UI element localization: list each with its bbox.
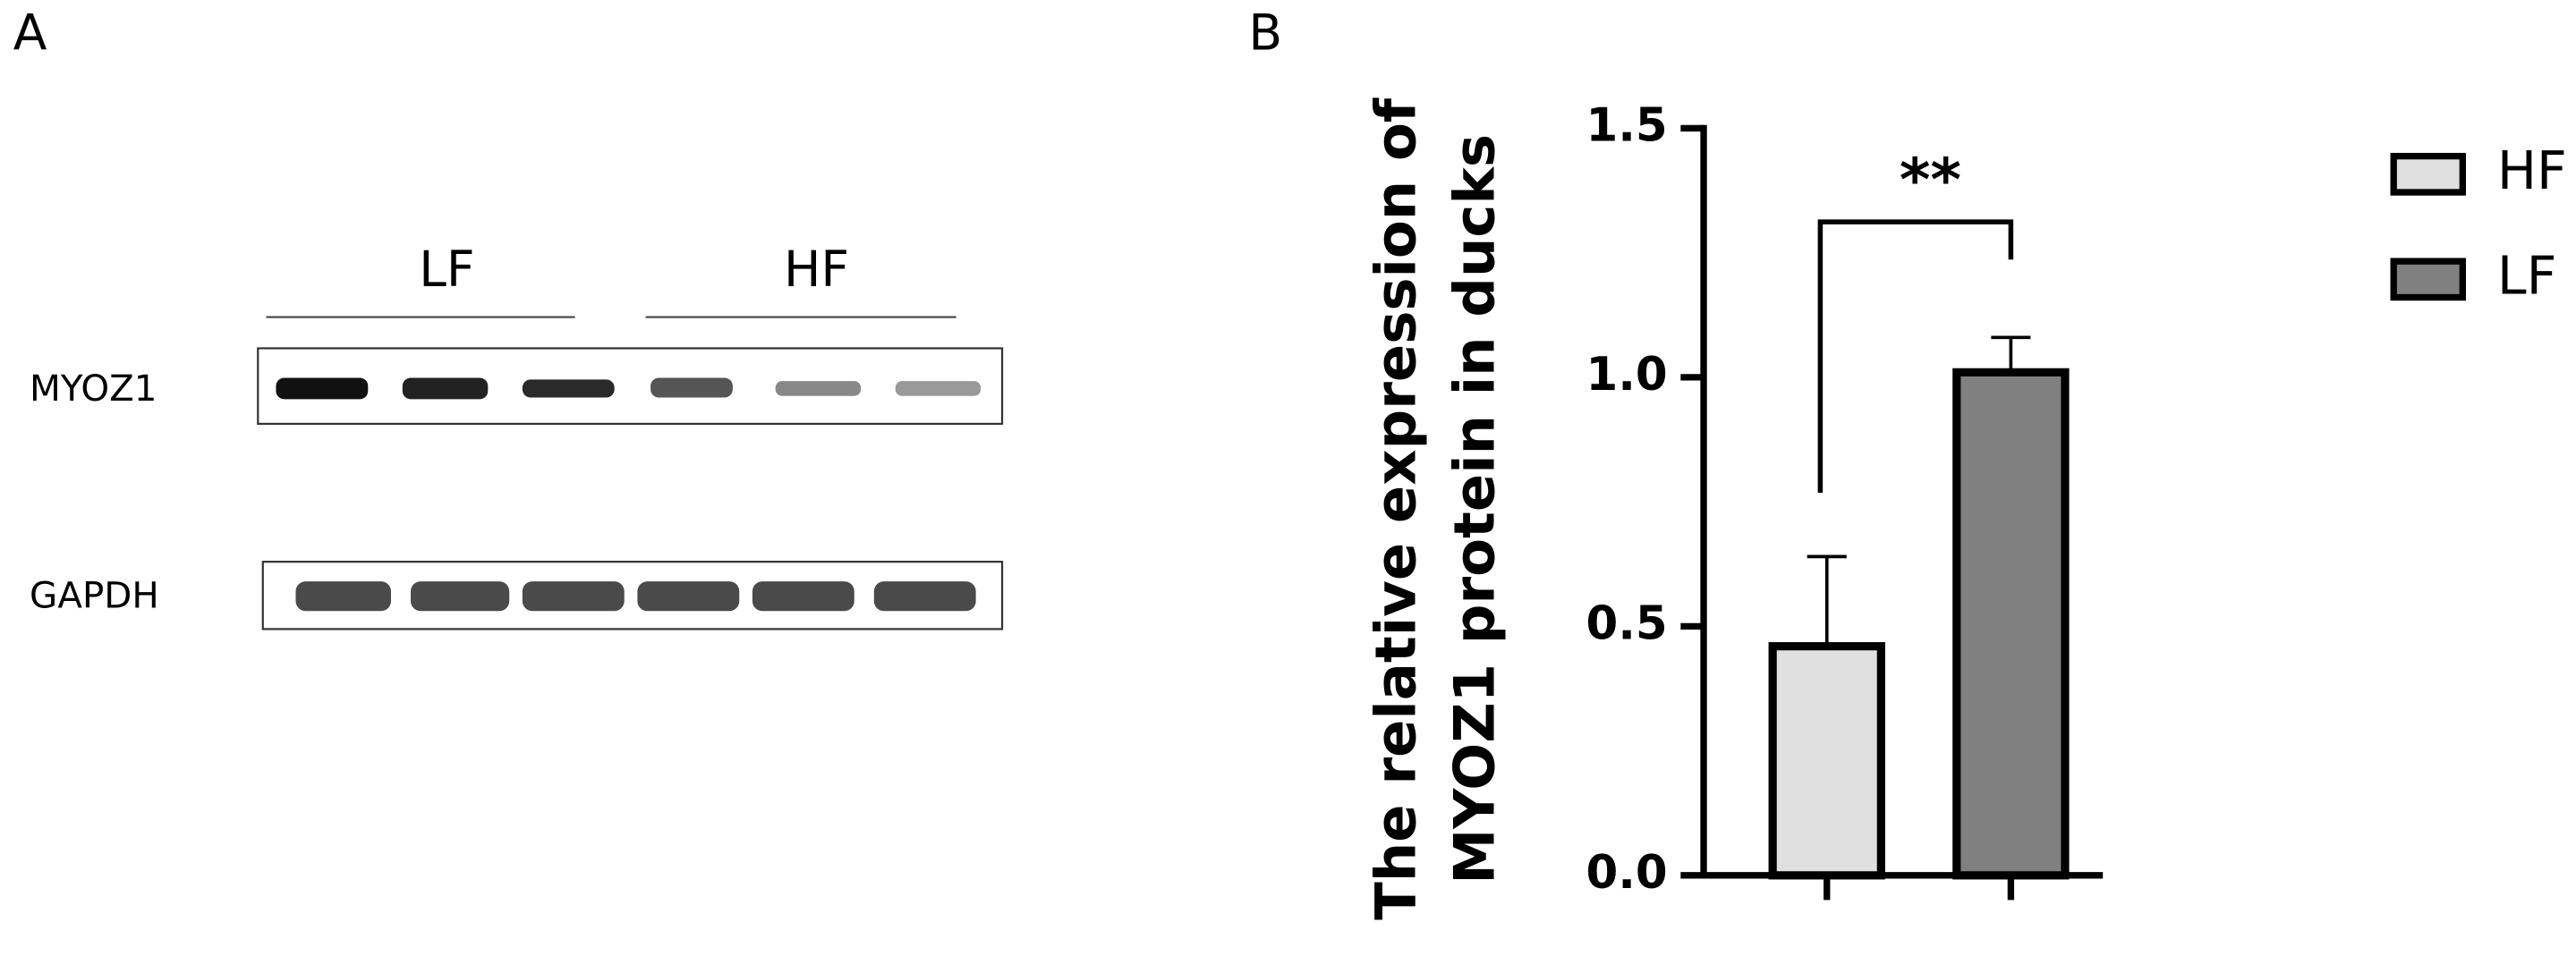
band [411,581,510,612]
band [522,581,625,612]
row-label: MYOZ1 [30,368,157,410]
y-tick-label: 1.5 [1586,98,1668,152]
blot-frame [257,347,1004,426]
annotation: ** [1900,146,1961,215]
legend-label: LF [2497,244,2557,306]
band [295,581,391,612]
legend-swatch [2390,152,2466,196]
y-tick-label: 0.5 [1586,596,1668,650]
myoz1-bands [276,377,982,400]
panel-a: A LF HF MYOZ1 GAPDH [13,4,1004,630]
band [650,377,733,398]
band [276,377,369,400]
panel-label: A [13,4,47,62]
band [402,377,489,400]
band [637,581,740,612]
bar [1768,642,1885,880]
blot-frame [261,561,1004,630]
band [752,581,854,612]
y-tick-label: 1.0 [1586,348,1668,402]
band [522,379,615,398]
legend-label: HF [2497,140,2567,201]
band [775,381,862,396]
band [873,581,976,612]
significance-bracket [1817,219,2014,494]
gapdh-bands [295,581,976,612]
y-tick-label: 0.0 [1586,846,1668,900]
bar [1952,368,2070,880]
group-label: HF [784,241,849,298]
panel-b: B The relative expression of MYOZ1 prote… [1248,4,2566,920]
legend-swatch [2390,258,2466,301]
group-label: LF [419,241,474,298]
y-axis-label: The relative expression of [1363,97,1428,920]
panel-label: B [1248,4,1282,62]
y-axis-label: MYOZ1 protein in ducks [1442,134,1508,884]
row-label: GAPDH [30,575,159,617]
band [895,381,982,396]
